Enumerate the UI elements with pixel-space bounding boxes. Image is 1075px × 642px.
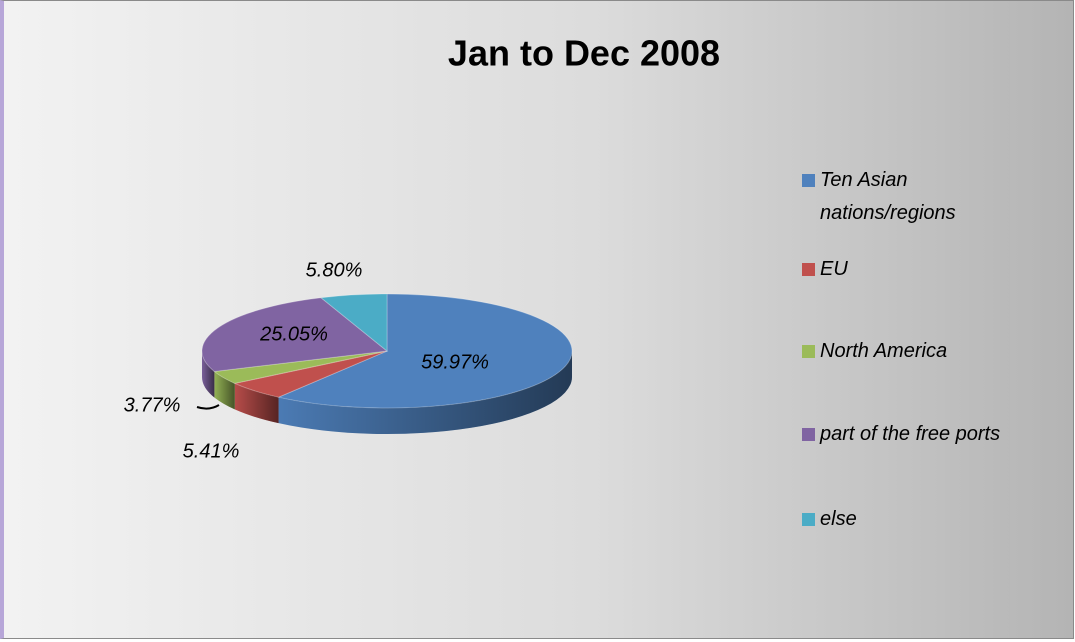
data-label: 3.77% [124, 394, 181, 416]
legend-swatch [802, 513, 815, 526]
slice [201, 297, 389, 373]
legend-item: Ten Asian nations/regions [802, 164, 1042, 230]
legend-item: North America [802, 335, 1042, 368]
data-label: 5.80% [306, 259, 363, 281]
chart-title: Jan to Dec 2008 [448, 33, 720, 74]
slice-side-shade [202, 351, 215, 398]
slice [276, 293, 573, 409]
slice [233, 350, 388, 398]
legend-label: EU [820, 258, 848, 280]
slice-side-shade [234, 383, 279, 424]
data-label: 25.05% [259, 323, 328, 345]
legend-item: EU [802, 253, 1042, 286]
legend-swatch [802, 345, 815, 358]
legend-label: part of the free ports [820, 423, 1001, 445]
slice-side-shade [278, 351, 573, 434]
slice [319, 293, 388, 353]
slice [213, 350, 388, 384]
legend-item: else [802, 503, 1042, 536]
legend-swatch [802, 263, 815, 276]
chart: Jan to Dec 2008 59.97% 5.41% 3.77% 25.05% 5.… [124, 33, 720, 463]
legend-label: else [820, 508, 857, 530]
legend-item: part of the free ports [802, 418, 1042, 451]
data-label: 5.41% [183, 440, 240, 462]
legend-swatch [802, 174, 815, 187]
slice-side-shade [214, 371, 235, 410]
legend-label: Ten Asian nations/regions [820, 169, 956, 224]
leader-line [196, 404, 220, 410]
data-label: 59.97% [421, 351, 489, 373]
legend-label: North America [820, 340, 948, 362]
legend-swatch [802, 428, 815, 441]
